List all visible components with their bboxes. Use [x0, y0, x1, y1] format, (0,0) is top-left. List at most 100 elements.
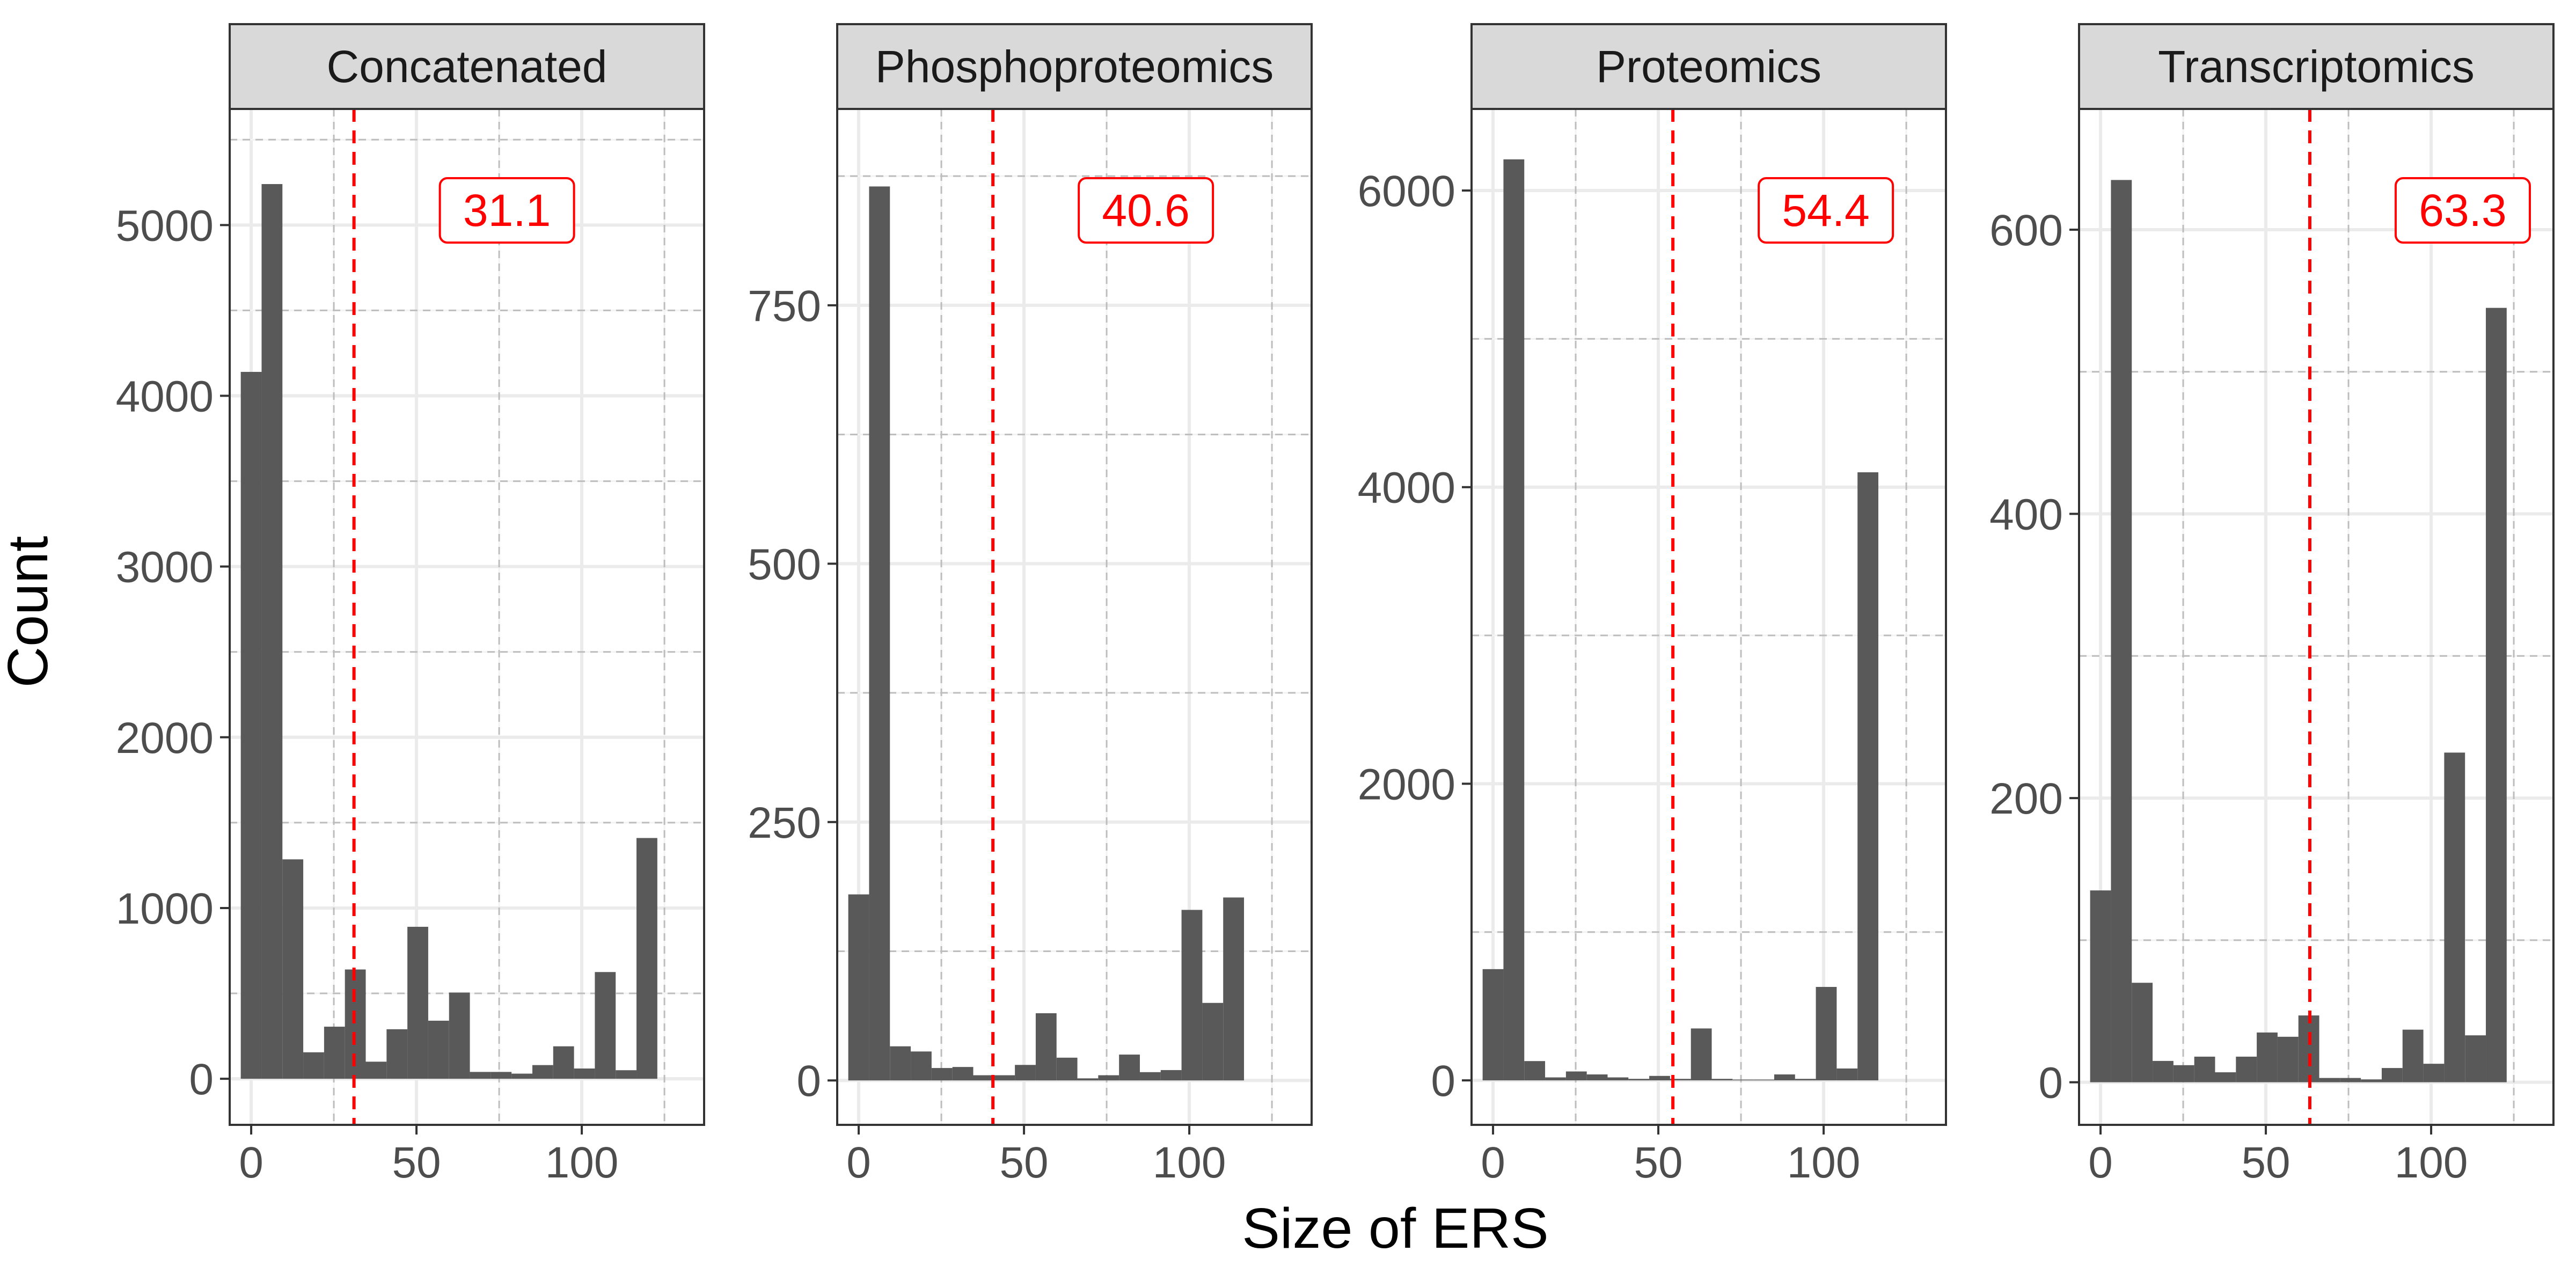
histogram-bar — [1119, 1055, 1140, 1081]
histogram-bar — [2194, 1056, 2215, 1082]
mean-label-box — [2394, 177, 2531, 244]
histogram-bars — [1482, 159, 1879, 1081]
x-axis-ticks: 0 50 100 — [1481, 1125, 1860, 1187]
histogram-bar — [2444, 752, 2465, 1082]
facet-strip-label: Transcriptomics — [2158, 41, 2475, 92]
x-tick-label: 50 — [392, 1138, 441, 1187]
histogram-bar — [1795, 1079, 1816, 1081]
histogram-bar — [1628, 1079, 1650, 1081]
y-tick-label: 600 — [1989, 206, 2063, 255]
x-tick-label: 50 — [2241, 1138, 2290, 1187]
y-tick-label: 3000 — [116, 543, 214, 592]
histogram-bar — [1774, 1074, 1795, 1081]
histogram-bar — [1711, 1079, 1733, 1081]
histogram-bar — [1482, 969, 1504, 1081]
histogram-bar — [1160, 1070, 1182, 1081]
facet-strip-label: Phosphoproteomics — [875, 41, 1274, 92]
facet-panel-1: Phosphoproteomics 40.6 0 250 500 750 0 50 100 — [748, 23, 1313, 1187]
histogram-bar — [1035, 1013, 1057, 1081]
histogram-bar — [2423, 1064, 2445, 1082]
histogram-bar — [2340, 1078, 2361, 1082]
histogram-bar — [2277, 1036, 2299, 1082]
histogram-bar — [616, 1070, 637, 1079]
mean-label-box — [438, 177, 575, 244]
y-tick-label: 0 — [2038, 1059, 2063, 1108]
panel-border — [836, 108, 1313, 1126]
mean-label: 31.1 — [463, 185, 551, 236]
mean-label: 54.4 — [1782, 185, 1870, 236]
histogram-bar — [1670, 1079, 1691, 1081]
y-tick-label: 0 — [189, 1055, 214, 1104]
x-tick-label: 0 — [846, 1138, 871, 1187]
mean-label: 63.3 — [2419, 185, 2507, 236]
y-tick-label: 1000 — [116, 884, 214, 933]
y-tick-label: 500 — [748, 540, 821, 589]
mean-label-box — [1078, 177, 1214, 244]
histogram-bar — [574, 1069, 595, 1079]
facet-strip — [836, 23, 1313, 110]
histogram-bar — [2465, 1035, 2486, 1082]
histogram-bar — [2319, 1078, 2340, 1082]
histogram-bar — [1503, 159, 1525, 1081]
facet-strip-label: Concatenated — [326, 41, 607, 92]
y-tick-label: 0 — [796, 1057, 821, 1106]
grid-lines — [2079, 109, 2553, 1125]
histogram-bar — [1586, 1074, 1608, 1081]
facet-strip-label: Proteomics — [1596, 41, 1821, 92]
histogram-bars — [848, 186, 1245, 1081]
x-tick-label: 100 — [1153, 1138, 1226, 1187]
x-axis-ticks: 0 50 100 — [2088, 1125, 2468, 1187]
y-tick-label: 6000 — [1358, 167, 1455, 216]
histogram-bars — [2090, 180, 2507, 1082]
facet-panel-3: Transcriptomics 63.3 0 200 400 600 0 50 100 — [1989, 23, 2555, 1187]
panel-border — [2078, 108, 2555, 1126]
x-tick-label: 0 — [239, 1138, 264, 1187]
histogram-bar — [303, 1052, 324, 1079]
histogram-bar — [470, 1072, 491, 1079]
histogram-bar — [2486, 308, 2507, 1082]
histogram-bar — [240, 371, 262, 1079]
facet-panel-2: Proteomics 54.4 0 2000 4000 6000 0 50 100 — [1358, 23, 1947, 1187]
histogram-bar — [1098, 1075, 1119, 1081]
x-tick-label: 100 — [1787, 1138, 1861, 1187]
histogram-bar — [890, 1046, 911, 1081]
panel-border — [229, 108, 705, 1126]
histogram-bar — [2298, 1015, 2319, 1082]
histogram-bar — [952, 1067, 974, 1081]
histogram-bar — [848, 894, 869, 1081]
histogram-bar — [2132, 983, 2153, 1082]
histogram-bar — [324, 1027, 345, 1079]
x-tick-label: 0 — [2088, 1138, 2113, 1187]
histogram-bar — [2402, 1029, 2424, 1082]
x-axis-ticks: 0 50 100 — [846, 1125, 1226, 1187]
facet-strip — [2078, 23, 2555, 110]
histogram-bar — [1524, 1061, 1546, 1081]
y-tick-label: 750 — [748, 282, 821, 331]
y-axis-ticks: 0 200 400 600 — [1989, 206, 2079, 1108]
y-axis-ticks: 0 2000 4000 6000 — [1358, 167, 1472, 1106]
histogram-bar — [636, 838, 657, 1079]
histogram-bar — [553, 1046, 574, 1079]
histogram-bar — [1649, 1075, 1670, 1081]
histogram-bar — [1139, 1072, 1161, 1081]
x-tick-label: 50 — [999, 1138, 1048, 1187]
histogram-bar — [2361, 1079, 2382, 1082]
histogram-bar — [511, 1073, 532, 1079]
y-tick-label: 200 — [1989, 774, 2063, 823]
histogram-bar — [2090, 890, 2111, 1082]
y-axis-ticks: 0 250 500 750 — [748, 282, 837, 1106]
histogram-bar — [2215, 1072, 2236, 1082]
histogram-bar — [2257, 1032, 2278, 1082]
histogram-bar — [449, 992, 470, 1079]
histogram-bar — [994, 1075, 1015, 1081]
histogram-bar — [2111, 180, 2132, 1082]
histogram-bar — [491, 1072, 512, 1079]
facet-panel-0: Concatenated 31.1 0 1000 2000 3000 4000 5000 0 50… — [116, 23, 705, 1187]
histogram-bars — [240, 184, 657, 1079]
histogram-bar — [911, 1051, 932, 1081]
histogram-bar — [261, 184, 283, 1079]
histogram-bar — [1056, 1057, 1078, 1081]
x-axis-ticks: 0 50 100 — [239, 1125, 618, 1187]
mean-label: 40.6 — [1102, 185, 1190, 236]
